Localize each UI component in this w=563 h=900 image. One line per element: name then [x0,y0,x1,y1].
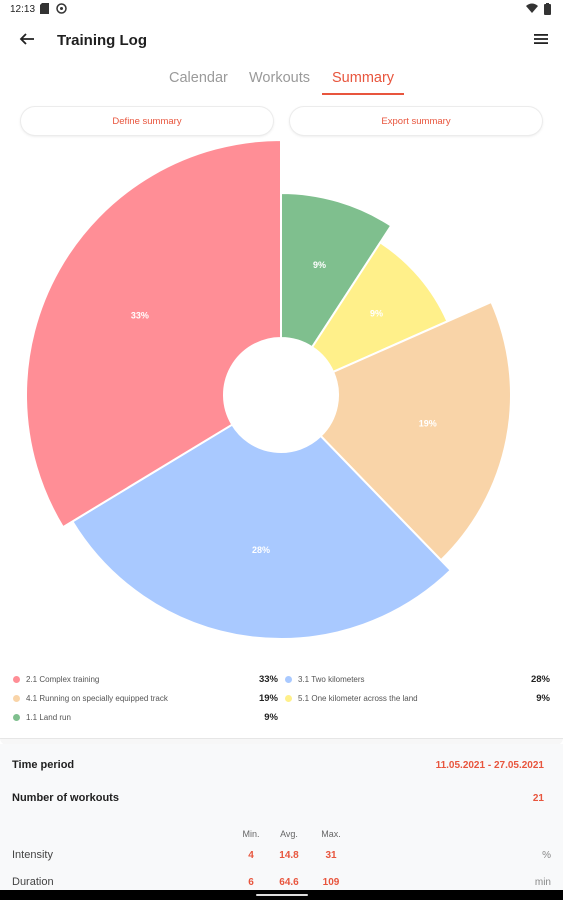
tab-bar: Calendar Workouts Summary [0,66,563,96]
pie-slice[interactable] [280,191,393,349]
stat-label-intensity: Intensity [12,849,53,861]
stat-max: 109 [322,877,340,888]
stat-min: 4 [248,850,254,861]
pie-slice-label: 33% [131,311,149,321]
back-button[interactable] [14,28,40,54]
legend-label: 2.1 Complex training [26,675,100,684]
legend-item-land-run: 1.1 Land run [13,713,71,722]
menu-button[interactable] [528,28,554,54]
tab-indicator [322,93,404,95]
legend-label: 4.1 Running on specially equipped track [26,694,168,703]
time-period-label: Time period [12,759,75,771]
legend-item-one-kilometer: 5.1 One kilometer across the land [285,694,418,703]
card-divider [0,738,563,745]
status-bar: 12:13 [0,0,563,22]
wifi-icon [526,3,538,16]
pie-slice[interactable] [70,423,453,640]
status-time: 12:13 [10,4,36,15]
battery-icon [544,3,551,18]
stat-max: 31 [325,850,337,861]
legend-label: 1.1 Land run [26,713,71,722]
hamburger-menu-icon [534,32,548,50]
stat-label-duration: Duration [12,876,54,888]
stat-unit: % [542,850,551,861]
time-period-value: 11.05.2021 - 27.05.2021 [435,760,544,771]
legend-dot [285,695,292,702]
tab-calendar[interactable]: Calendar [169,70,228,86]
app-bar: Training Log [0,22,563,62]
arrow-left-icon [19,31,35,52]
define-summary-button[interactable]: Define summary [21,107,273,135]
tab-workouts[interactable]: Workouts [249,70,310,86]
stat-unit: min [534,877,551,888]
legend-item-two-kilometers: 3.1 Two kilometers [285,675,365,684]
legend-item-complex-training: 2.1 Complex training [13,675,99,684]
pie-slice-label: 28% [252,545,270,555]
col-head-min: Min. [242,829,260,839]
pie-slice[interactable] [319,300,512,562]
home-handle[interactable] [256,894,308,896]
chart-legend: 2.1 Complex training 33% 3.1 Two kilomet… [0,668,563,738]
pie-slice-label: 19% [419,419,437,429]
legend-label: 3.1 Two kilometers [298,675,365,684]
stat-avg: 14.8 [279,850,299,861]
summary-details [0,744,563,890]
pie-chart: 9% 9% 19% 28% 33% [0,138,563,660]
legend-pct: 33% [258,674,278,685]
stat-min: 6 [248,877,254,888]
system-nav-bar [0,890,563,900]
pie-slice[interactable] [25,138,282,529]
legend-pct: 28% [530,674,550,685]
tab-summary[interactable]: Summary [332,70,395,86]
sd-card-icon [40,3,49,17]
legend-dot [13,714,20,721]
legend-dot [13,695,20,702]
legend-pct: 9% [264,712,278,723]
legend-label: 5.1 One kilometer across the land [298,694,418,703]
legend-pct: 19% [258,693,278,704]
workouts-count-value: 21 [532,793,544,804]
legend-item-equipped-track: 4.1 Running on specially equipped track [13,694,168,703]
col-head-max: Max. [321,829,341,839]
pie-slice-label: 9% [370,309,383,319]
legend-pct: 9% [536,693,550,704]
pie-chart-svg: 9% 9% 19% 28% 33% [25,138,512,640]
pie-slice-label: 9% [313,260,326,270]
legend-dot [285,676,292,683]
export-summary-button[interactable]: Export summary [290,107,542,135]
stat-avg: 64.6 [279,877,299,888]
legend-dot [13,676,20,683]
page-title: Training Log [57,32,147,49]
col-head-avg: Avg. [280,829,298,839]
workouts-count-label: Number of workouts [12,792,119,804]
sync-icon [56,3,67,17]
